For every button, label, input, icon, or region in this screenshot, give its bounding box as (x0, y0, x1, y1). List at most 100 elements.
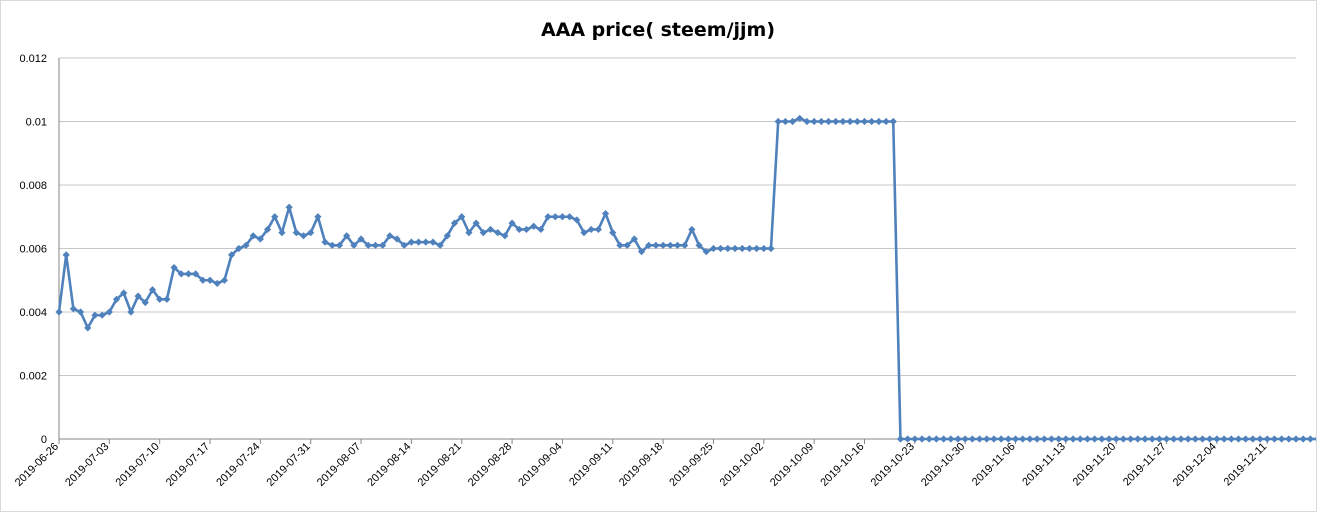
data-point (1019, 435, 1027, 443)
data-point (91, 311, 99, 319)
data-point (939, 435, 948, 443)
data-point (832, 117, 840, 126)
data-point (918, 435, 926, 443)
x-tick-label: 2019-10-16 (818, 441, 866, 489)
data-point (379, 241, 387, 249)
data-point (1198, 435, 1207, 443)
data-point (1270, 435, 1279, 443)
x-tick-label: 2019-11-06 (970, 441, 1018, 489)
data-point (76, 308, 85, 316)
data-point (1184, 435, 1192, 443)
data-point (134, 292, 142, 300)
data-point (1141, 435, 1149, 443)
data-point (220, 276, 229, 284)
data-point (860, 117, 869, 126)
data-point (911, 435, 919, 443)
x-tick-label: 2019-12-04 (1171, 441, 1219, 489)
data-point (695, 241, 703, 249)
data-point (580, 229, 588, 237)
data-point (400, 241, 408, 249)
series-line (57, 117, 1316, 441)
data-point (55, 308, 63, 316)
y-tick-label: 0 (41, 434, 47, 446)
x-tick-label: 2019-09-04 (516, 441, 564, 489)
data-point (537, 225, 545, 234)
data-point (817, 117, 825, 126)
data-point (882, 117, 890, 126)
data-point (84, 324, 92, 332)
data-point (781, 117, 789, 126)
data-point (839, 117, 847, 126)
data-point (1278, 435, 1286, 443)
data-point (1242, 435, 1250, 443)
data-point (335, 241, 344, 249)
data-point (530, 222, 538, 230)
data-point (321, 238, 329, 246)
data-point (350, 241, 358, 249)
data-point (889, 117, 897, 126)
data-point (637, 248, 646, 256)
data-point (494, 229, 502, 237)
data-point (443, 232, 451, 240)
data-point (774, 117, 782, 126)
data-point (601, 209, 610, 218)
x-tick-label: 2019-07-03 (63, 441, 111, 489)
data-point (120, 289, 128, 297)
data-point (544, 213, 552, 221)
data-point (1119, 435, 1127, 443)
data-point (983, 435, 991, 443)
data-point (652, 241, 660, 249)
data-point (573, 216, 581, 224)
data-point (486, 225, 495, 234)
x-tick-label: 2019-11-27 (1121, 441, 1169, 489)
data-point (436, 241, 444, 249)
data-point (997, 435, 1005, 443)
data-point (307, 229, 315, 237)
data-point (1069, 435, 1077, 443)
x-tick-label: 2019-10-09 (768, 441, 816, 489)
data-point (479, 229, 487, 237)
data-point (623, 241, 631, 249)
data-point (1004, 435, 1012, 443)
data-point (206, 276, 214, 284)
data-point (558, 213, 567, 221)
data-point (947, 435, 955, 443)
data-point (745, 244, 754, 253)
data-point (127, 308, 135, 316)
data-point (184, 270, 193, 278)
data-point (328, 241, 336, 249)
data-point (515, 225, 523, 234)
gridlines (59, 57, 1296, 376)
data-point (465, 229, 473, 237)
data-point (522, 225, 531, 234)
x-tick-label: 2019-07-10 (114, 441, 162, 489)
data-point (170, 263, 178, 272)
data-point (1083, 435, 1092, 443)
data-point (1134, 435, 1142, 443)
data-point (357, 235, 365, 243)
data-point (1047, 435, 1056, 443)
data-point (659, 241, 667, 249)
data-point (709, 244, 718, 253)
x-tick-label: 2019-10-30 (919, 441, 967, 489)
data-point (1011, 435, 1020, 443)
data-point (1126, 435, 1135, 443)
x-tick-label: 2019-09-25 (667, 441, 715, 489)
data-point (975, 435, 984, 443)
data-point (98, 311, 106, 319)
data-point (429, 238, 437, 246)
data-point (609, 229, 617, 237)
data-point (314, 213, 322, 221)
data-point (278, 229, 286, 237)
data-point (263, 225, 272, 234)
data-point (1076, 435, 1084, 443)
chart-title: AAA price( steem/jjm) (541, 19, 775, 41)
data-point (932, 435, 941, 443)
x-tick-label: 2019-07-31 (265, 441, 313, 489)
x-tick-label: 2019-08-14 (365, 441, 413, 489)
data-point (1227, 435, 1235, 443)
data-point (213, 279, 221, 288)
data-point (256, 235, 264, 243)
data-point (594, 225, 602, 234)
data-point (688, 225, 696, 234)
